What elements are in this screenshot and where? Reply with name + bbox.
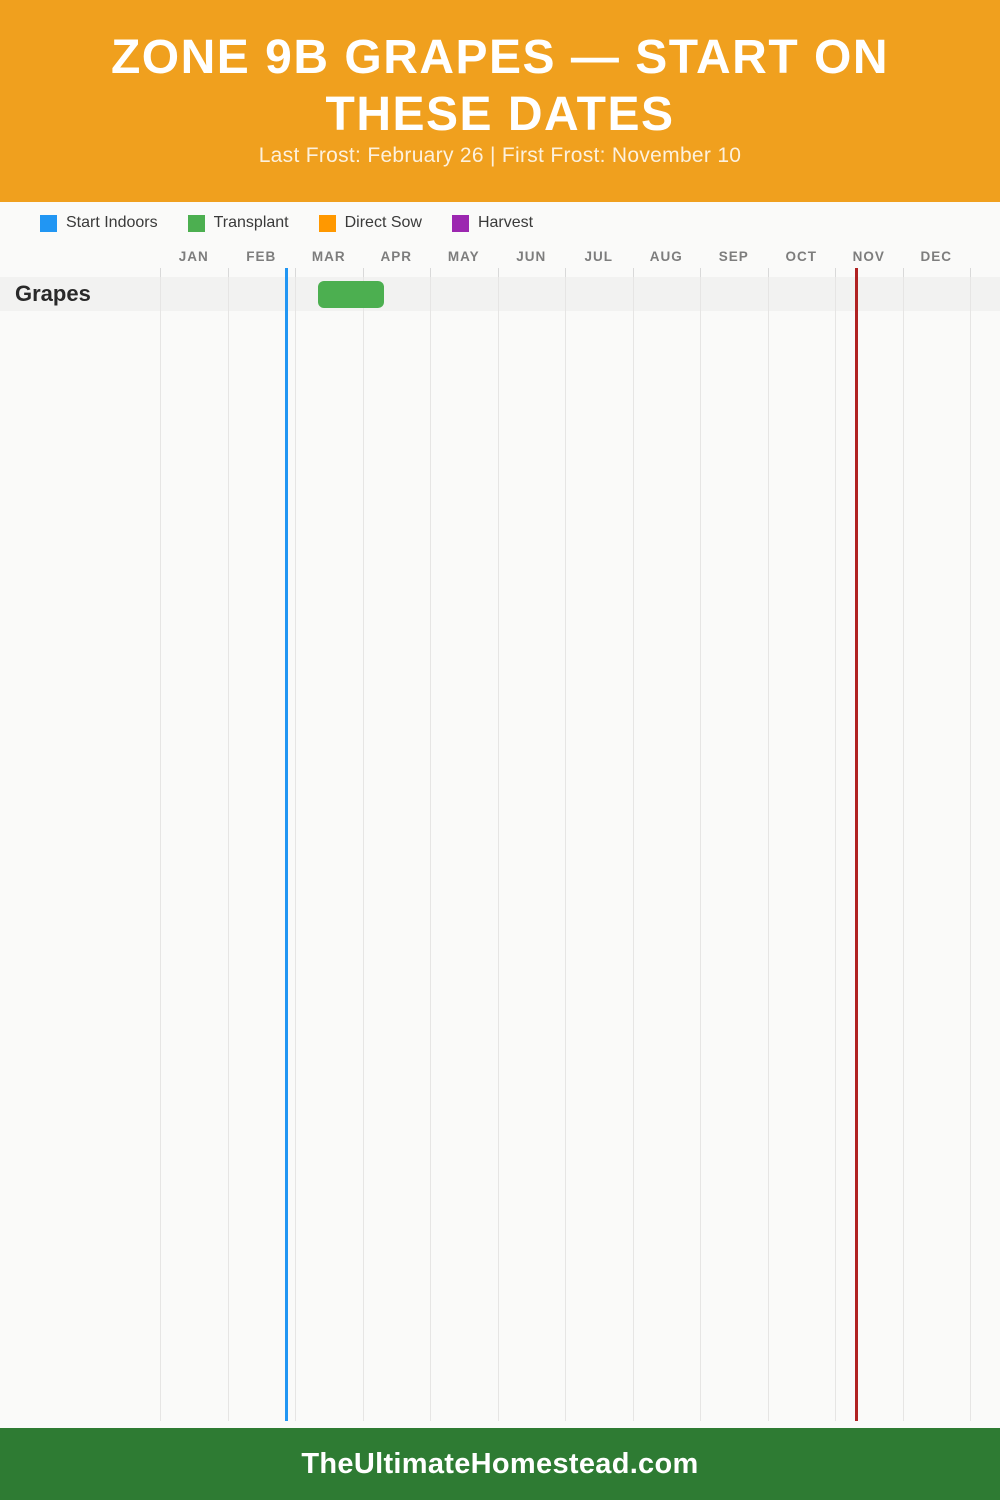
footer-banner: TheUltimateHomestead.com	[0, 1428, 1000, 1500]
month-gridline	[767, 277, 769, 1421]
month-gridline	[497, 277, 499, 1421]
legend-item-direct-sow: Direct Sow	[318, 214, 422, 232]
transplant-bar-grapes	[317, 281, 385, 308]
month-gridline	[160, 277, 161, 1421]
month-boundary-tick	[227, 268, 229, 277]
month-boundary-tick	[430, 268, 431, 277]
row-label-grapes: Grapes	[15, 281, 91, 306]
legend-item-transplant: Transplant	[187, 214, 289, 232]
last-frost-line	[284, 268, 288, 1421]
month-label-aug: AUG	[649, 249, 683, 264]
page-title: ZONE 9B GRAPES — START ON THESE DATES	[110, 31, 889, 141]
month-boundary-tick	[767, 268, 769, 277]
month-gridline	[295, 277, 296, 1421]
month-label-jun: JUN	[516, 249, 547, 264]
row-band-grapes	[0, 277, 1000, 311]
frost-dates-subtitle: Last Frost: February 26 | First Frost: N…	[258, 144, 742, 168]
legend: Start Indoors Transplant Direct Sow Harvest	[40, 214, 533, 232]
month-gridline	[835, 277, 836, 1421]
month-gridline	[632, 277, 634, 1421]
month-boundary-tick	[160, 268, 161, 277]
harvest-swatch-icon	[451, 214, 469, 232]
month-gridline	[700, 277, 701, 1421]
legend-item-harvest: Harvest	[451, 214, 534, 232]
month-boundary-tick	[362, 268, 364, 277]
month-label-dec: DEC	[920, 249, 953, 264]
legend-label: Start Indoors	[66, 214, 158, 231]
month-label-feb: FEB	[246, 249, 277, 264]
site-name: TheUltimateHomestead.com	[301, 1447, 699, 1480]
month-boundary-tick	[497, 268, 499, 277]
month-label-jul: JUL	[584, 249, 614, 264]
month-gridline	[362, 277, 364, 1421]
first-frost-line	[855, 268, 859, 1421]
month-label-nov: NOV	[852, 249, 885, 264]
month-gridline	[430, 277, 431, 1421]
planting-calendar-chart: JAN FEB MAR APR MAY JUN JUL AUG SEP OCT NOV DEC Grap…	[0, 244, 1000, 1428]
transplant-swatch-icon	[187, 214, 205, 232]
legend-label: Transplant	[213, 214, 289, 231]
legend-label: Harvest	[477, 214, 534, 231]
month-boundary-tick	[632, 268, 634, 277]
month-boundary-tick	[835, 268, 836, 277]
month-boundary-tick	[295, 268, 296, 277]
month-label-oct: OCT	[785, 249, 817, 264]
month-label-may: MAY	[447, 249, 480, 264]
legend-item-start-indoors: Start Indoors	[40, 214, 158, 232]
month-boundary-tick	[902, 268, 904, 277]
month-label-sep: SEP	[718, 249, 749, 264]
month-label-jan: JAN	[178, 249, 209, 264]
month-gridline	[902, 277, 904, 1421]
header-banner: ZONE 9B GRAPES — START ON THESE DATES La…	[0, 0, 1000, 202]
month-label-mar: MAR	[311, 249, 346, 264]
month-boundary-tick	[970, 268, 971, 277]
month-boundary-tick	[565, 268, 566, 277]
month-boundary-tick	[700, 268, 701, 277]
legend-label: Direct Sow	[344, 214, 422, 231]
month-gridline	[565, 277, 566, 1421]
month-label-apr: APR	[380, 249, 413, 264]
direct-sow-swatch-icon	[318, 214, 336, 232]
start-indoors-swatch-icon	[40, 214, 57, 232]
month-gridline	[227, 277, 229, 1421]
month-gridline	[970, 277, 971, 1421]
